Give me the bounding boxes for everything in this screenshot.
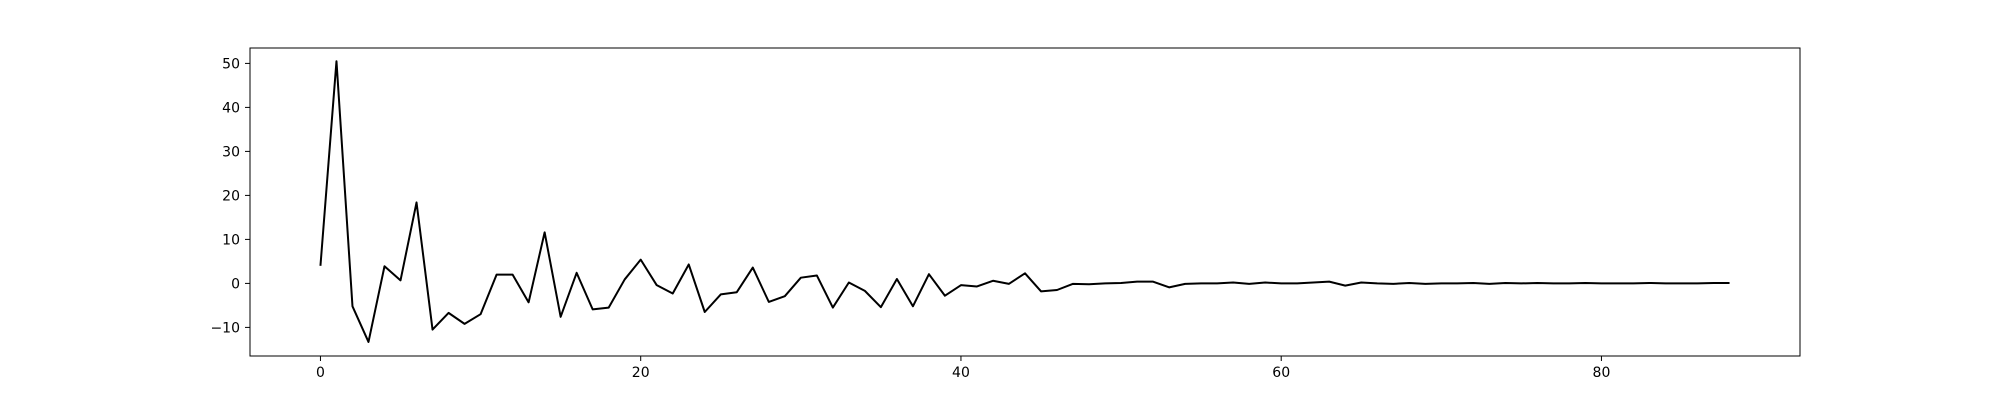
plot-frame [249,47,1801,357]
y-tick-label: 20 [222,188,240,204]
x-tick-label: 60 [1272,365,1290,381]
y-tick-label: 30 [222,144,240,160]
y-tick-label: 10 [222,232,240,248]
y-tick-label: −10 [210,320,240,336]
axis-ticks: 0 20 40 60 80 −10 0 10 20 30 40 50 [210,56,1610,381]
plot-area [319,60,1730,343]
series-line [319,60,1730,343]
y-tick-label: 0 [231,276,240,292]
x-tick-label: 80 [1593,365,1611,381]
x-tick-label: 40 [952,365,970,381]
y-tick-label: 50 [222,56,240,72]
x-tick-label: 20 [632,365,650,381]
x-tick-label: 0 [316,365,325,381]
y-tick-label: 40 [222,100,240,116]
